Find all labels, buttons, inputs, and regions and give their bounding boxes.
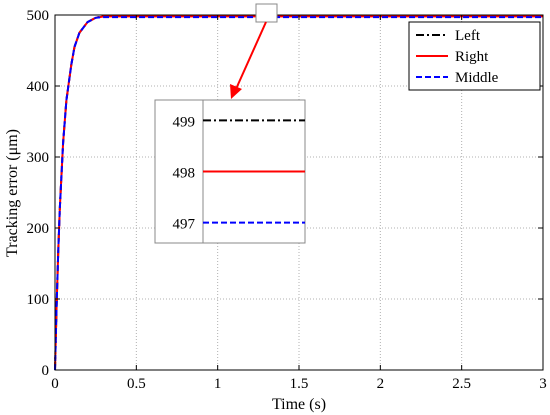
y-tick-label: 0: [42, 363, 50, 379]
axis-ticks: 0 0.5 1 1.5 2 2.5 3 0 100 200 300 400 500: [27, 8, 547, 392]
inset-tick-label: 499: [173, 114, 196, 130]
legend-label-left: Left: [455, 28, 481, 44]
y-tick-label: 500: [27, 8, 50, 24]
inset-tick-label: 497: [173, 217, 196, 233]
x-tick-label: 2: [377, 376, 385, 392]
x-tick-label: 1.5: [290, 376, 309, 392]
legend: Left Right Middle: [408, 21, 541, 91]
inset-lines: [203, 119, 305, 224]
legend-label-middle: Middle: [455, 70, 499, 86]
zoom-arrow-shaft: [235, 21, 267, 90]
y-tick-label: 100: [27, 292, 50, 308]
x-tick-label: 0.5: [127, 376, 146, 392]
x-axis-label: Time (s): [272, 396, 326, 413]
x-tick-label: 1: [214, 376, 222, 392]
legend-label-right: Right: [455, 49, 489, 65]
x-tick-label: 3: [539, 376, 547, 392]
y-axis-label: Tracking error (μm): [4, 129, 21, 257]
x-tick-label: 0: [51, 376, 59, 392]
x-tick-label: 2.5: [452, 376, 471, 392]
inset-zoom: 497 498 499: [154, 99, 306, 244]
zoom-region-marker: [255, 3, 278, 23]
y-tick-label: 400: [27, 79, 50, 95]
inset-ticks: 497 498 499: [173, 114, 207, 233]
zoom-arrow-head: [230, 84, 242, 99]
y-tick-label: 300: [27, 150, 50, 166]
series-line-middle: [54, 16, 543, 371]
inset-tick-label: 498: [173, 166, 196, 182]
y-tick-label: 200: [27, 221, 50, 237]
